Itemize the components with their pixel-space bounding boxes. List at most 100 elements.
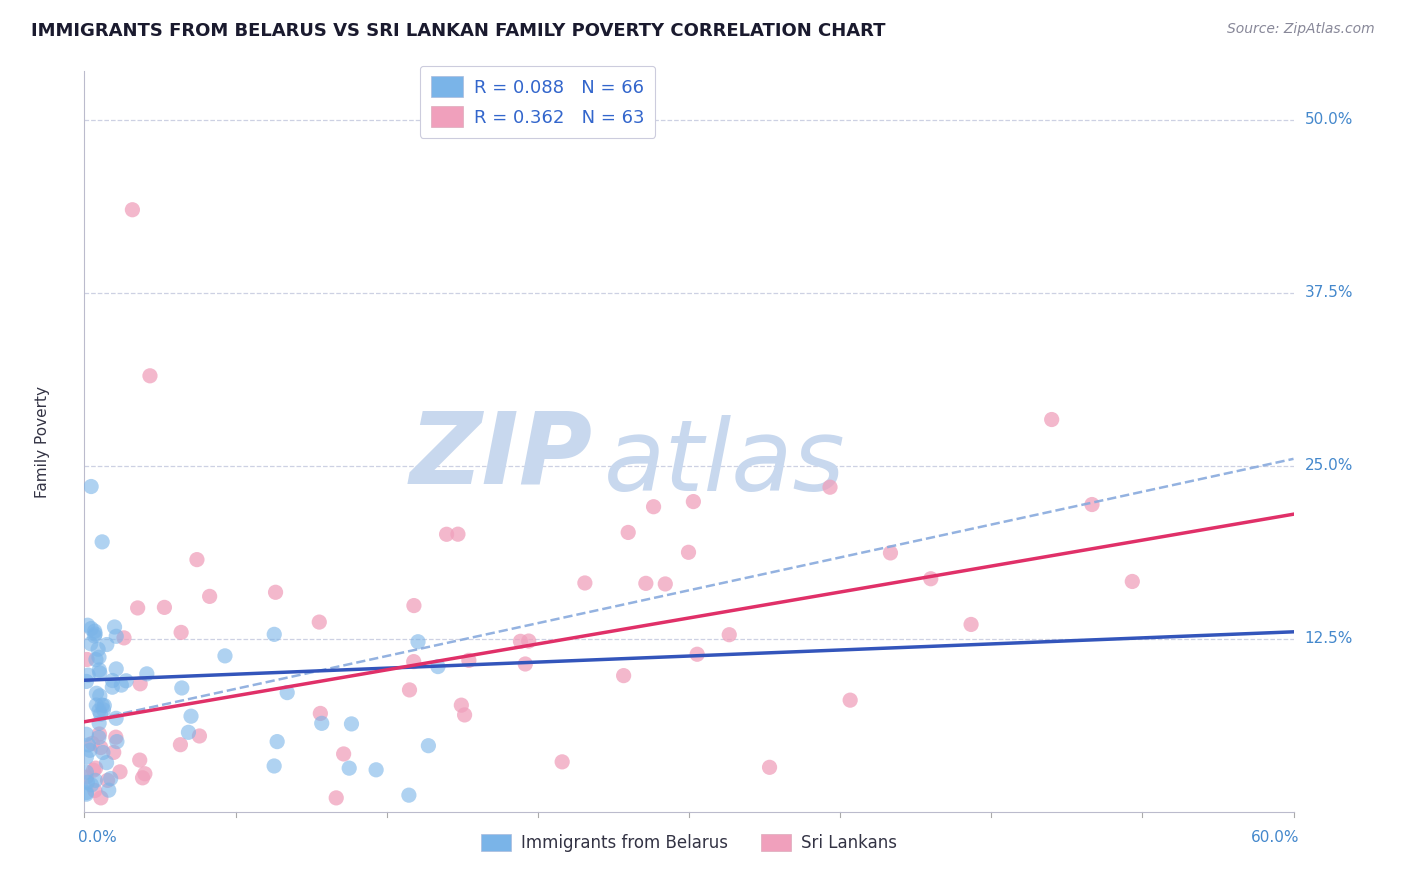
Point xyxy=(105,711,128,725)
Point xyxy=(80,778,103,792)
Point xyxy=(453,707,475,722)
Point xyxy=(818,480,841,494)
Point xyxy=(515,657,537,671)
Point xyxy=(76,652,98,666)
Text: 37.5%: 37.5% xyxy=(1305,285,1353,301)
Point xyxy=(104,730,127,744)
Point xyxy=(103,745,125,759)
Point xyxy=(134,766,156,780)
Point xyxy=(325,790,347,805)
Point xyxy=(398,682,420,697)
Point xyxy=(177,725,200,739)
Point xyxy=(75,727,97,741)
Point xyxy=(263,627,285,641)
Point xyxy=(80,479,103,493)
Text: Family Poverty: Family Poverty xyxy=(35,385,49,498)
Point xyxy=(121,202,143,217)
Point xyxy=(613,668,636,682)
Point xyxy=(105,662,128,676)
Point xyxy=(97,773,120,788)
Text: 0.0%: 0.0% xyxy=(79,830,117,846)
Text: 60.0%: 60.0% xyxy=(1251,830,1299,846)
Point xyxy=(436,527,458,541)
Point xyxy=(169,738,191,752)
Point xyxy=(517,634,540,648)
Point xyxy=(186,552,208,566)
Point xyxy=(264,585,287,599)
Point xyxy=(398,788,420,802)
Point xyxy=(551,755,574,769)
Point xyxy=(450,698,472,713)
Point xyxy=(86,698,108,712)
Point xyxy=(139,368,162,383)
Point xyxy=(93,703,115,717)
Point xyxy=(101,680,124,694)
Point xyxy=(90,790,112,805)
Point xyxy=(105,629,128,643)
Point xyxy=(83,783,105,797)
Point xyxy=(1081,498,1104,512)
Point xyxy=(308,615,330,629)
Point xyxy=(180,709,202,723)
Point xyxy=(340,717,363,731)
Legend: Immigrants from Belarus, Sri Lankans: Immigrants from Belarus, Sri Lankans xyxy=(474,828,904,859)
Point xyxy=(93,698,115,713)
Point xyxy=(418,739,440,753)
Point xyxy=(75,674,97,689)
Point xyxy=(879,546,901,560)
Point xyxy=(1121,574,1143,589)
Point xyxy=(617,525,640,540)
Point xyxy=(76,618,98,632)
Point xyxy=(87,731,110,745)
Point xyxy=(97,783,120,797)
Point xyxy=(75,750,97,764)
Point xyxy=(457,653,479,667)
Point xyxy=(77,738,100,752)
Point xyxy=(682,494,704,508)
Point xyxy=(96,756,118,770)
Point xyxy=(101,673,124,688)
Point xyxy=(84,761,107,775)
Point xyxy=(96,638,118,652)
Point xyxy=(128,753,150,767)
Point xyxy=(89,663,111,677)
Text: 25.0%: 25.0% xyxy=(1305,458,1353,474)
Point xyxy=(112,631,135,645)
Point xyxy=(82,736,104,750)
Point xyxy=(76,775,98,789)
Point xyxy=(718,628,741,642)
Point xyxy=(84,652,107,666)
Point xyxy=(103,620,125,634)
Point xyxy=(83,763,105,777)
Point xyxy=(198,590,221,604)
Point xyxy=(266,734,288,748)
Point xyxy=(83,629,105,643)
Point xyxy=(426,659,449,673)
Point xyxy=(87,650,110,665)
Point xyxy=(91,698,114,712)
Point xyxy=(276,685,298,699)
Text: Source: ZipAtlas.com: Source: ZipAtlas.com xyxy=(1227,22,1375,37)
Point xyxy=(75,765,97,780)
Point xyxy=(80,637,103,651)
Point xyxy=(686,647,709,661)
Text: 50.0%: 50.0% xyxy=(1305,112,1353,128)
Point xyxy=(214,648,236,663)
Point xyxy=(678,545,700,559)
Point xyxy=(90,707,112,722)
Point xyxy=(110,678,132,692)
Point xyxy=(86,686,108,700)
Point xyxy=(77,668,100,682)
Text: atlas: atlas xyxy=(605,416,846,512)
Point xyxy=(79,743,101,757)
Point xyxy=(100,772,122,786)
Point xyxy=(105,734,128,748)
Point xyxy=(366,763,388,777)
Point xyxy=(263,759,285,773)
Point xyxy=(89,727,111,741)
Point xyxy=(87,703,110,717)
Point xyxy=(643,500,665,514)
Point xyxy=(115,673,138,688)
Point xyxy=(170,681,193,695)
Point xyxy=(758,760,780,774)
